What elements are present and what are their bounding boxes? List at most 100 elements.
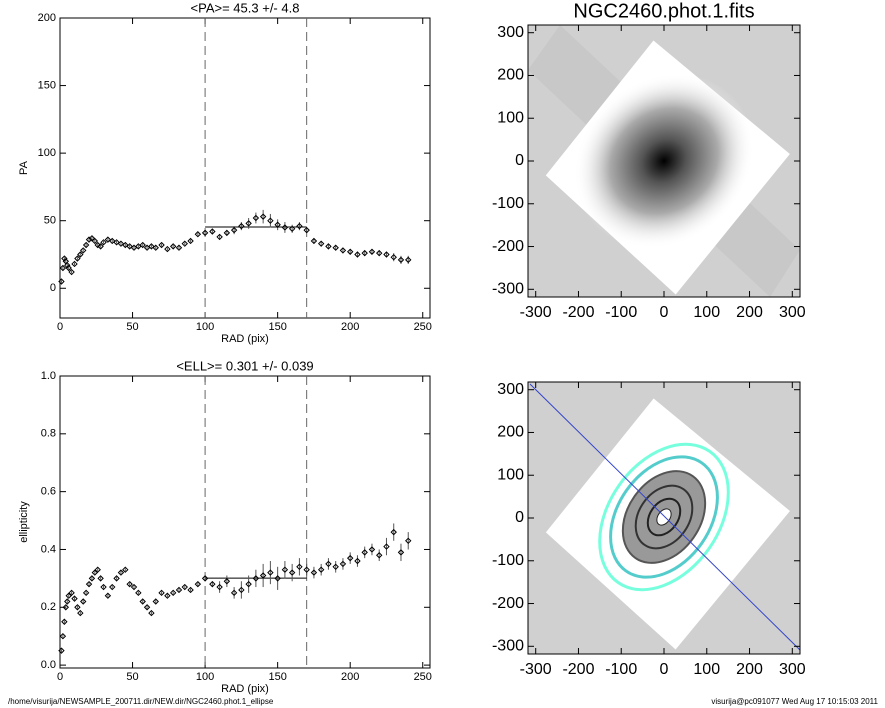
x-tick-label: 50 — [126, 321, 138, 333]
point — [148, 243, 155, 250]
x-tick-label: 200 — [341, 321, 359, 333]
x-tick-label: 250 — [414, 671, 432, 683]
point — [368, 546, 376, 553]
point — [58, 278, 65, 285]
x-tick-label: 0 — [57, 321, 63, 333]
point — [152, 598, 159, 605]
x-tick-label: 200 — [736, 304, 763, 321]
y-tick-label: 50 — [44, 215, 56, 227]
x-axis-label: RAD (pix) — [221, 683, 269, 695]
point — [68, 589, 75, 597]
point — [85, 236, 93, 243]
y-tick-label: -300 — [492, 281, 524, 298]
plot-frame — [59, 375, 431, 669]
point — [361, 249, 368, 257]
y-tick-label: 0 — [50, 282, 56, 294]
point — [158, 589, 165, 597]
point — [82, 589, 90, 597]
y-tick-label: -200 — [492, 238, 524, 255]
x-tick-label: 200 — [341, 671, 359, 683]
footer-right: visurija@pc091077 Wed Aug 17 10:15:03 20… — [711, 697, 878, 706]
point — [109, 237, 116, 245]
y-tick-label: 200 — [497, 424, 524, 441]
point — [397, 549, 405, 556]
point — [317, 240, 325, 247]
x-tick-label: 100 — [693, 661, 720, 678]
x-tick-label: -100 — [605, 304, 637, 321]
point — [361, 549, 368, 556]
point — [82, 241, 90, 249]
point — [74, 255, 81, 262]
point — [397, 256, 405, 264]
point — [368, 248, 376, 255]
x-tick-label: 100 — [196, 321, 214, 333]
point — [267, 569, 274, 576]
point — [91, 569, 99, 576]
point — [267, 217, 274, 224]
point — [252, 214, 260, 222]
point — [71, 260, 78, 268]
x-tick-label: 100 — [196, 671, 214, 683]
y-tick-label: 0.4 — [41, 543, 56, 555]
point — [122, 241, 129, 249]
y-tick-label: 0.6 — [41, 486, 56, 498]
point — [181, 240, 188, 247]
point — [65, 592, 72, 599]
point — [117, 569, 125, 576]
point — [310, 569, 318, 576]
point — [64, 598, 71, 605]
x-tick-label: -200 — [562, 304, 594, 321]
point — [158, 241, 165, 249]
point — [325, 560, 332, 568]
point — [310, 237, 318, 245]
point — [143, 604, 151, 611]
point — [71, 595, 78, 602]
y-tick-label: 100 — [497, 466, 524, 483]
point — [113, 239, 120, 246]
y-tick-label: 200 — [497, 67, 524, 84]
y-tick-label: -300 — [492, 638, 524, 655]
point — [376, 249, 383, 257]
y-tick-label: 100 — [497, 109, 524, 126]
point — [223, 578, 231, 585]
point — [230, 589, 238, 597]
point — [274, 575, 281, 582]
point — [288, 225, 296, 233]
x-tick-label: 250 — [414, 321, 432, 333]
y-tick-label: 0.2 — [41, 601, 56, 613]
x-tick-label: -100 — [605, 661, 637, 678]
y-tick-label: 0.0 — [41, 659, 56, 671]
point — [201, 229, 209, 237]
point — [117, 240, 125, 247]
point — [122, 566, 129, 573]
point — [390, 253, 397, 261]
point — [164, 245, 171, 253]
y-tick-label: 100 — [38, 147, 56, 159]
x-tick-label: 300 — [779, 304, 806, 321]
point — [281, 566, 289, 573]
point — [61, 255, 68, 262]
point — [152, 244, 159, 251]
point — [59, 264, 67, 272]
point — [77, 609, 84, 617]
chart-title: <PA>= 45.3 +/- 4.8 — [191, 0, 300, 15]
y-tick-label: 300 — [497, 381, 524, 398]
point — [332, 244, 339, 251]
point — [245, 580, 252, 588]
point — [80, 598, 87, 605]
point — [194, 231, 202, 238]
point — [181, 583, 188, 591]
point — [296, 563, 303, 571]
point — [390, 528, 397, 536]
point — [238, 222, 245, 230]
point — [100, 239, 107, 246]
x-tick-label: 150 — [268, 671, 286, 683]
point — [288, 569, 296, 576]
point — [68, 268, 75, 276]
point — [74, 604, 81, 611]
point — [405, 256, 412, 264]
plot-frame — [59, 17, 431, 319]
y-tick-label: -100 — [492, 195, 524, 212]
point — [223, 229, 231, 237]
